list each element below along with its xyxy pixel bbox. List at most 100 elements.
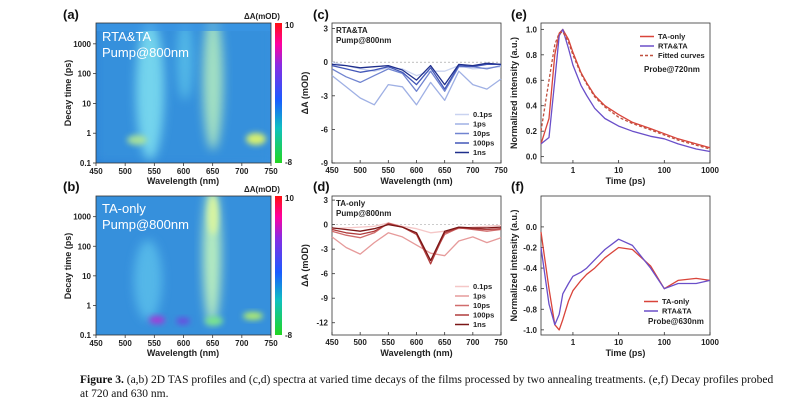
y-tick-label: 1 [87,129,92,138]
y-tick-label: 0.1 [80,331,92,340]
legend-label: 1ps [473,292,486,301]
x-axis-label: Time (ps) [606,176,646,186]
panel-b: (b) TA-only Pump@800nm 450 500 550 600 650 70… [63,179,294,358]
x-tick-label: 650 [206,167,220,176]
colorbar-b-label: ΔA(mOD) [244,185,280,194]
x-tick-label: 100 [658,166,672,175]
spectra-chart-c: 450 500 550 600 650 700 750 3 0 -3 -6 -9 0.1ps1ps10p… [300,22,508,186]
y-tick-label: -6 [321,125,329,134]
x-tick-label: 700 [235,167,249,176]
heatmap-b-ylabel: Decay time (ps) [63,233,73,300]
y-tick-label: -0.6 [523,285,537,294]
x-tick-label: 650 [438,338,452,347]
legend-label: 1ps [473,120,486,129]
x-tick-label: 550 [148,339,162,348]
y-axis-label: ΔA (mOD) [300,72,310,115]
chart-subtitle: Pump@800nm [336,36,391,45]
series-line-rta-ta [540,28,711,153]
x-tick-label: 500 [118,167,132,176]
legend-label: RTA&TA [662,307,692,316]
series-line-1ns [331,62,502,86]
figure-caption: Figure 3. (a,b) 2D TAS profiles and (c,d… [80,373,780,401]
x-tick-label: 750 [264,339,278,348]
y-tick-label: -9 [321,159,329,168]
x-tick-label: 500 [353,166,367,175]
panel-f-label: (f) [511,179,524,194]
y-tick-label: -6 [321,270,329,279]
x-tick-label: 10 [614,338,623,347]
series-line-rta-ta [540,238,711,326]
x-tick-label: 600 [177,167,191,176]
chart-annotation: Probe@720nm [644,65,700,74]
decay-chart-f: 1 10 100 1000 0.0 -0.2 -0.4 -0.6 -0.8 -1.0 TA-only… [509,195,719,358]
heatmap-a-features [96,23,271,163]
legend-label: RTA&TA [658,42,688,51]
x-tick-label: 1 [571,166,576,175]
y-tick-label: 100 [78,242,92,251]
colorbar-a-label: ΔA(mOD) [244,12,280,21]
x-tick-label: 450 [325,166,339,175]
heatmap-a-title: RTA&TA [102,29,151,44]
heatmap-a-subtitle: Pump@800nm [102,45,189,60]
y-tick-label: 0.4 [526,102,538,111]
x-tick-label: 600 [410,166,424,175]
colorbar-b [275,196,282,335]
y-tick-label: 100 [78,70,92,79]
x-tick-label: 750 [494,166,508,175]
x-tick-label: 700 [235,339,249,348]
series-line-100ps [331,63,501,90]
plot-frame [540,195,711,336]
y-tick-label: -3 [321,245,329,254]
x-tick-label: 450 [325,338,339,347]
y-tick-label: 1.0 [526,25,538,34]
colorbar-a-min: -8 [285,158,293,167]
y-tick-label: 0.0 [526,223,538,232]
legend-label: TA-only [662,297,690,306]
colorbar-a-max: 10 [285,21,294,30]
heatmap-b-features [96,196,271,335]
x-tick-label: 1000 [701,166,719,175]
x-tick-label: 100 [658,338,672,347]
y-tick-label: 1000 [73,213,91,222]
panel-c-label: (c) [313,7,329,22]
legend-label: Fitted curves [658,51,705,60]
y-axis-label: ΔA (mOD) [300,244,310,287]
x-axis-label: Wavelength (nm) [380,176,452,186]
y-tick-label: -3 [321,92,329,101]
series-line-1ps [331,70,502,106]
legend-label: 1ns [473,148,486,157]
series-line-100ps [331,223,502,265]
x-tick-label: 450 [89,167,103,176]
x-tick-label: 600 [177,339,191,348]
y-tick-label: 1000 [73,40,91,49]
chart-title: TA-only [336,199,366,208]
y-axis-label: Normalized intensity (a.u.) [509,37,519,149]
series-line-fitted-curves [540,31,711,150]
y-tick-label: 0 [324,58,329,67]
x-tick-label: 600 [410,338,424,347]
x-tick-label: 700 [466,338,480,347]
y-tick-label: 0.1 [80,159,92,168]
y-tick-label: 1 [87,301,92,310]
y-axis-label: Normalized intensity (a.u.) [509,209,519,321]
y-tick-label: 0 [324,221,329,230]
series-line-0-1ps [331,61,502,77]
x-tick-label: 750 [494,338,508,347]
heatmap-b-axes: 450 500 550 600 650 700 750 0.1 1 10 100 1000 [73,213,278,348]
x-tick-label: 1 [571,338,576,347]
heatmap-b-title: TA-only [102,201,146,216]
panel-d-label: (d) [313,179,330,194]
heatmap-a-xlabel: Wavelength (nm) [147,176,219,186]
panel-a: (a) RTA&TA Pump@800nm 450 500 550 600 650 700… [63,7,294,186]
y-tick-label: -1.0 [523,326,537,335]
legend-label: TA-only [658,32,686,41]
y-tick-label: 0.2 [526,127,538,136]
heatmap-b-xlabel: Wavelength (nm) [147,348,219,358]
colorbar-b-min: -8 [285,331,293,340]
x-tick-label: 450 [89,339,103,348]
x-tick-label: 550 [382,338,396,347]
y-tick-label: 3 [324,196,329,205]
heatmap-a-ylabel: Decay time (ps) [63,60,73,127]
y-tick-label: 10 [82,272,91,281]
x-tick-label: 10 [614,166,623,175]
